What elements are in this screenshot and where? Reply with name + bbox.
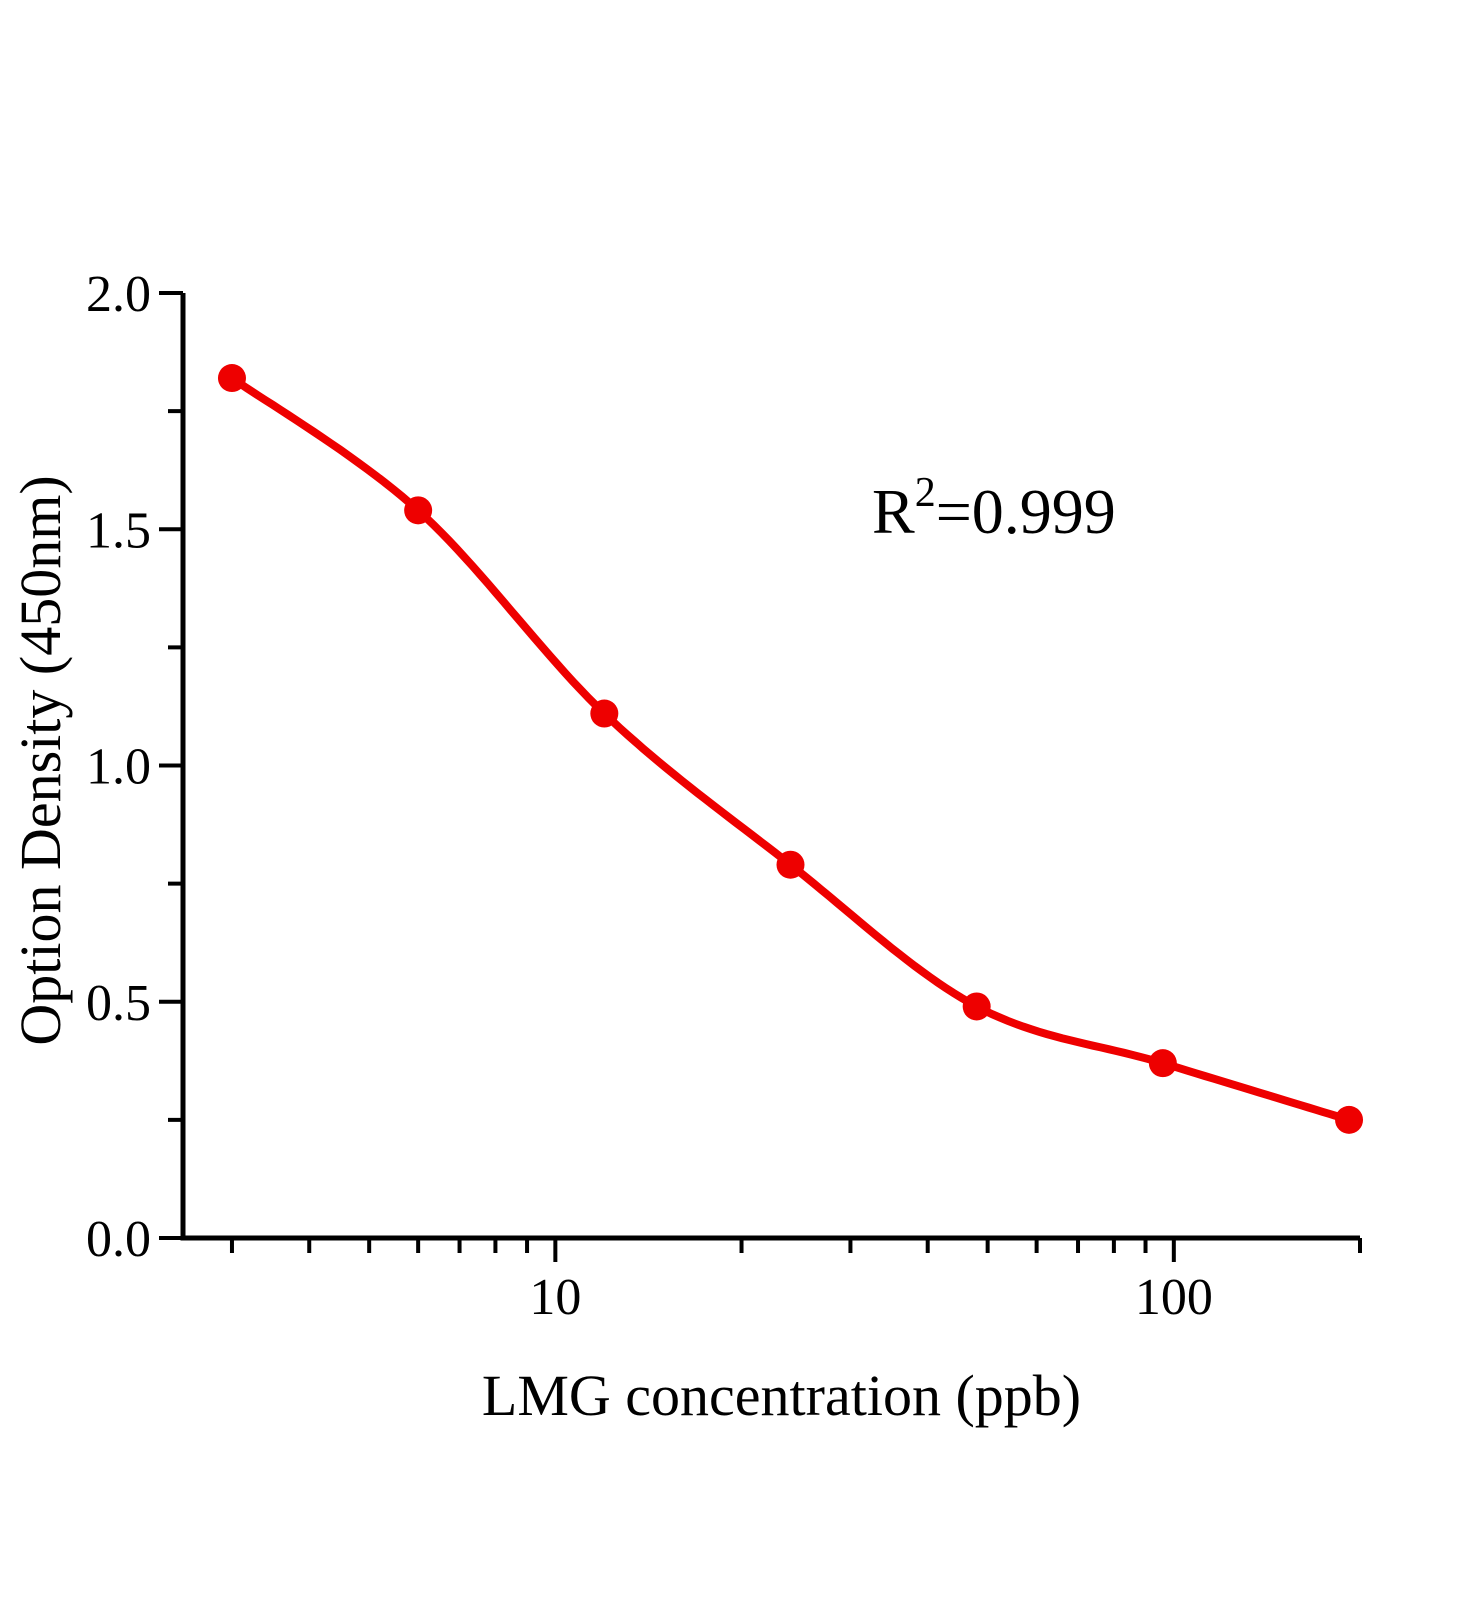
- y-tick-label: 0.0: [86, 1211, 151, 1268]
- x-tick-label: 100: [1135, 1269, 1213, 1326]
- data-point: [1148, 1049, 1177, 1078]
- data-point: [404, 496, 433, 525]
- data-point: [962, 992, 991, 1021]
- x-axis-title: LMG concentration (ppb): [482, 1363, 1081, 1428]
- r-squared-annotation: R2=0.999: [872, 470, 1116, 547]
- data-point: [776, 850, 805, 879]
- data-point: [217, 364, 246, 393]
- y-axis-title: Option Density (450nm): [8, 475, 73, 1045]
- y-tick-label: 1.5: [86, 502, 151, 559]
- axis-frame: [180, 293, 1360, 1241]
- x-tick-label: 10: [529, 1269, 581, 1326]
- y-tick-label: 0.5: [86, 975, 151, 1032]
- data-point: [1335, 1105, 1364, 1134]
- fit-curve: [228, 374, 1353, 1124]
- y-tick-label: 1.0: [86, 739, 151, 796]
- data-point: [590, 699, 619, 728]
- y-tick-label: 2.0: [86, 266, 151, 323]
